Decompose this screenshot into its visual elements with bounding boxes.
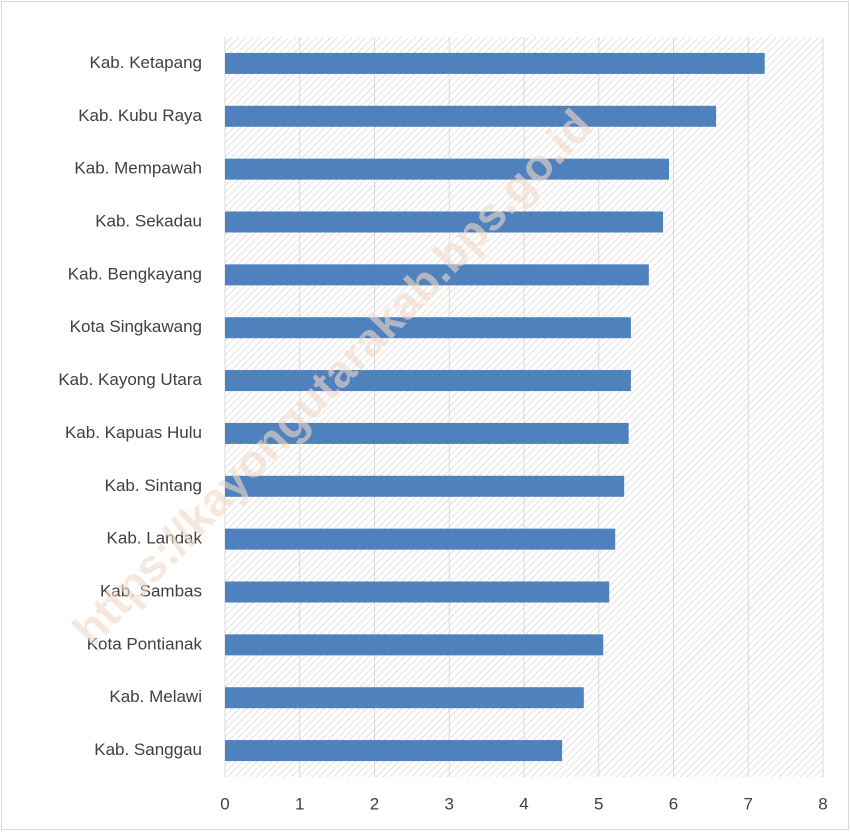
- x-tick-label: 2: [370, 794, 379, 813]
- x-tick-label: 6: [669, 794, 678, 813]
- bar: [225, 264, 649, 286]
- y-tick-label: Kab. Kapuas Hulu: [65, 423, 202, 442]
- bar: [225, 687, 584, 709]
- bar: [225, 317, 631, 339]
- y-tick-label: Kab. Sekadau: [95, 211, 202, 230]
- x-tick-label: 8: [818, 794, 827, 813]
- bar: [225, 634, 604, 656]
- y-tick-label: Kab. Bengkayang: [68, 264, 202, 283]
- x-tick-label: 0: [220, 794, 229, 813]
- bar: [225, 475, 625, 497]
- x-tick-label: 3: [445, 794, 454, 813]
- x-tick-label: 1: [295, 794, 304, 813]
- bar: [225, 105, 717, 127]
- bar: [225, 370, 631, 392]
- bar: [225, 158, 670, 180]
- y-tick-label: Kab. Kayong Utara: [58, 370, 202, 389]
- y-tick-label: Kab. Kubu Raya: [78, 106, 202, 125]
- x-tick-label: 5: [594, 794, 603, 813]
- bar: [225, 52, 765, 74]
- x-tick-label: 4: [519, 794, 528, 813]
- y-tick-label: Kab. Sintang: [105, 476, 202, 495]
- y-tick-label: Kab. Melawi: [109, 687, 202, 706]
- y-tick-label: Kab. Ketapang: [90, 53, 202, 72]
- y-tick-label: Kota Pontianak: [87, 634, 203, 653]
- x-tick-label: 7: [744, 794, 753, 813]
- bar: [225, 740, 563, 762]
- bar: [225, 211, 664, 233]
- y-tick-label: Kab. Sambas: [100, 581, 202, 600]
- y-tick-label: Kab. Mempawah: [74, 159, 202, 178]
- y-tick-label: Kota Singkawang: [70, 317, 202, 336]
- bar: [225, 581, 610, 603]
- y-tick-label: Kab. Landak: [107, 529, 203, 548]
- y-tick-label: Kab. Sanggau: [94, 740, 202, 759]
- bar: [225, 422, 629, 444]
- bar: [225, 528, 616, 550]
